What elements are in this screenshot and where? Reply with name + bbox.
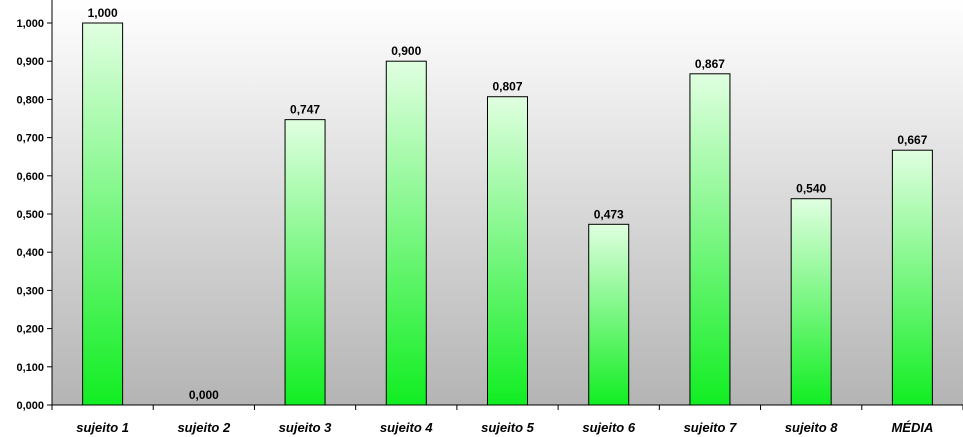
y-axis: 0,000 0,100 0,200 0,300 0,400 0,500 0,600 0,700… xyxy=(16,0,53,412)
x-tick-label: sujeito 3 xyxy=(279,420,333,435)
data-label: 0,540 xyxy=(796,182,826,196)
y-tick-label: 0,500 xyxy=(16,209,44,221)
y-tick-label: 0,700 xyxy=(16,133,44,145)
bar xyxy=(689,73,731,406)
x-tick-label: sujeito 6 xyxy=(582,420,636,435)
y-tick-label: 0,300 xyxy=(16,285,44,297)
y-tick-label: 0,600 xyxy=(16,171,44,183)
y-tick-label: 0,900 xyxy=(16,56,44,68)
data-label: 1,000 xyxy=(88,6,118,20)
bar xyxy=(891,149,933,406)
y-tick-label: 0,000 xyxy=(16,400,44,412)
data-label: 0,000 xyxy=(189,388,219,402)
bars xyxy=(82,22,933,406)
x-tick-label: sujeito 4 xyxy=(380,420,434,435)
data-label: 0,473 xyxy=(594,207,624,221)
data-label: 0,900 xyxy=(391,44,421,58)
y-tick-label: 0,800 xyxy=(16,94,44,106)
x-axis: sujeito 1 sujeito 2 sujeito 3 sujeito 4 suje… xyxy=(51,404,963,435)
value-labels: 1,000 0,000 0,747 0,900 0,807 0,473 0,867 0,540… xyxy=(88,6,928,402)
x-tick-label: sujeito 1 xyxy=(76,420,129,435)
x-tick-label: sujeito 8 xyxy=(785,420,839,435)
y-tick-label: 1,000 xyxy=(16,18,44,30)
bar xyxy=(588,223,630,406)
x-tick-label: sujeito 2 xyxy=(177,420,231,435)
data-label: 0,747 xyxy=(290,103,320,117)
bar xyxy=(487,96,528,406)
bar xyxy=(284,119,326,406)
y-tick-label: 0,400 xyxy=(16,247,44,259)
data-label: 0,867 xyxy=(695,57,725,71)
bar xyxy=(385,60,427,406)
y-tick-label: 0,100 xyxy=(16,362,44,374)
bar xyxy=(790,198,832,406)
x-tick-label: sujeito 5 xyxy=(481,420,535,435)
y-tick-label: 0,200 xyxy=(16,324,44,336)
data-label: 0,807 xyxy=(492,80,522,94)
x-tick-label: sujeito 7 xyxy=(684,420,738,435)
x-tick-label: MÉDIA xyxy=(891,420,933,435)
data-label: 0,667 xyxy=(897,133,927,147)
bar xyxy=(82,22,124,406)
